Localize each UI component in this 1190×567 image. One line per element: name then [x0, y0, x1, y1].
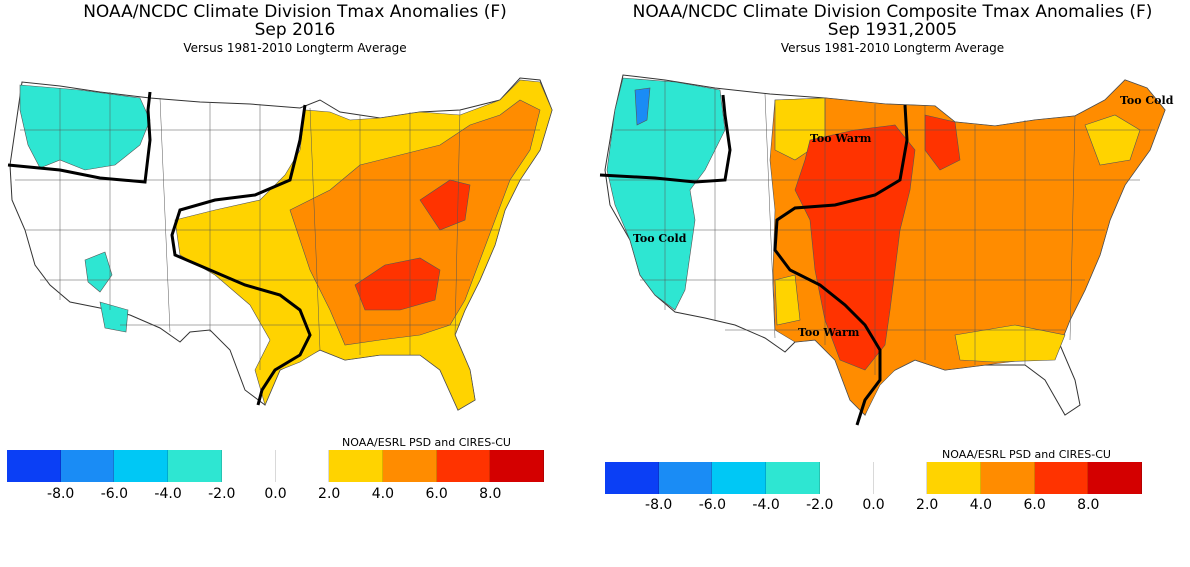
right-tick: -4.0	[752, 497, 780, 513]
left-swatch-neg8-neg6	[60, 450, 115, 482]
left-tick: 0.0	[264, 486, 287, 502]
left-map-panel: NOAA/NCDC Climate Division Tmax Anomalie…	[0, 0, 590, 567]
left-tick: 2.0	[318, 486, 341, 502]
right-label-too-cold-ne: Too Cold	[1120, 94, 1174, 107]
right-tick: 8.0	[1077, 497, 1100, 513]
left-tick: -4.0	[154, 486, 182, 502]
right-map-period: Sep 1931,2005	[827, 20, 958, 40]
right-tick: 4.0	[969, 497, 993, 513]
right-swatch-4-6	[980, 462, 1035, 494]
left-swatch-4-6	[382, 450, 437, 482]
right-tick: -6.0	[698, 497, 727, 513]
right-swatch-2-4	[927, 462, 981, 494]
left-tick: -8.0	[47, 486, 75, 502]
left-swatch-lt-neg8	[7, 450, 61, 482]
right-swatch-lt-neg8	[605, 462, 659, 494]
right-label-too-warm-south: Too Warm	[798, 326, 860, 339]
left-sw-cool-region-1	[84, 251, 113, 293]
left-swatch-neg6-neg4	[114, 450, 169, 482]
left-tick: -2.0	[208, 486, 236, 502]
right-swatch-6-8	[1034, 462, 1089, 494]
left-swatch-2-4	[329, 450, 383, 482]
right-map-panel: NOAA/NCDC Climate Division Composite Tma…	[595, 0, 1190, 567]
left-boundary-line-main	[170, 104, 312, 406]
left-swatch-neg2-0	[221, 450, 276, 482]
right-swatch-neg4-neg2	[766, 462, 820, 494]
left-credit: NOAA/ESRL PSD and CIRES-CU	[342, 436, 511, 449]
left-hot-red-region-1	[354, 257, 441, 311]
right-west-blue-patch	[634, 87, 651, 126]
left-map-title: NOAA/NCDC Climate Division Tmax Anomalie…	[83, 2, 507, 22]
left-tick: 4.0	[371, 486, 395, 502]
left-colorbar	[7, 450, 545, 482]
right-map-title: NOAA/NCDC Climate Division Composite Tma…	[632, 2, 1153, 22]
right-tick: 2.0	[916, 497, 939, 513]
left-swatch-6-8	[436, 450, 491, 482]
left-swatch-neg4-neg2	[168, 450, 222, 482]
left-tick: -6.0	[100, 486, 129, 502]
right-swatch-0-2	[873, 462, 928, 494]
right-boundary-line-main	[773, 104, 909, 426]
right-us-map: Too Cold Too Warm Too Cold Too Warm	[599, 74, 1174, 426]
right-yellow-sw	[774, 274, 801, 326]
right-west-cool-region	[606, 77, 726, 311]
right-yellow-ne	[1084, 114, 1141, 166]
right-map-subtitle: Versus 1981-2010 Longterm Average	[780, 41, 1005, 55]
left-us-map	[7, 77, 553, 411]
right-label-too-warm-north: Too Warm	[810, 132, 872, 145]
left-boundary-line-north	[7, 91, 152, 184]
right-colorbar	[605, 462, 1143, 494]
right-tick: 0.0	[862, 497, 885, 513]
right-tick: -8.0	[645, 497, 673, 513]
right-label-too-cold-west: Too Cold	[633, 232, 687, 245]
right-swatch-neg6-neg4	[712, 462, 767, 494]
right-tick: -2.0	[806, 497, 834, 513]
left-sw-cool-region-2	[99, 301, 129, 333]
left-map-subtitle: Versus 1981-2010 Longterm Average	[183, 41, 407, 55]
right-swatch-gt-8	[1088, 462, 1143, 494]
left-swatch-0-2	[275, 450, 330, 482]
left-division-lines	[15, 88, 540, 370]
right-yellow-se	[954, 324, 1066, 363]
left-tick: 8.0	[479, 486, 502, 502]
right-division-lines	[610, 80, 1155, 375]
right-swatch-neg8-neg6	[658, 462, 713, 494]
left-map-period: Sep 2016	[254, 20, 336, 40]
left-colorbar-ticks: -8.0 -6.0 -4.0 -2.0 0.0 2.0 4.0 6.0 8.0	[7, 486, 544, 504]
right-swatch-neg2-0	[819, 462, 874, 494]
left-tick: 6.0	[425, 486, 448, 502]
right-credit: NOAA/ESRL PSD and CIRES-CU	[942, 448, 1111, 461]
left-swatch-gt-8	[490, 450, 545, 482]
left-nw-cool-region	[19, 84, 151, 171]
right-colorbar-ticks: -8.0 -6.0 -4.0 -2.0 0.0 2.0 4.0 6.0 8.0	[605, 497, 1142, 515]
right-tick: 6.0	[1023, 497, 1046, 513]
right-boundary-line-north	[599, 94, 732, 184]
